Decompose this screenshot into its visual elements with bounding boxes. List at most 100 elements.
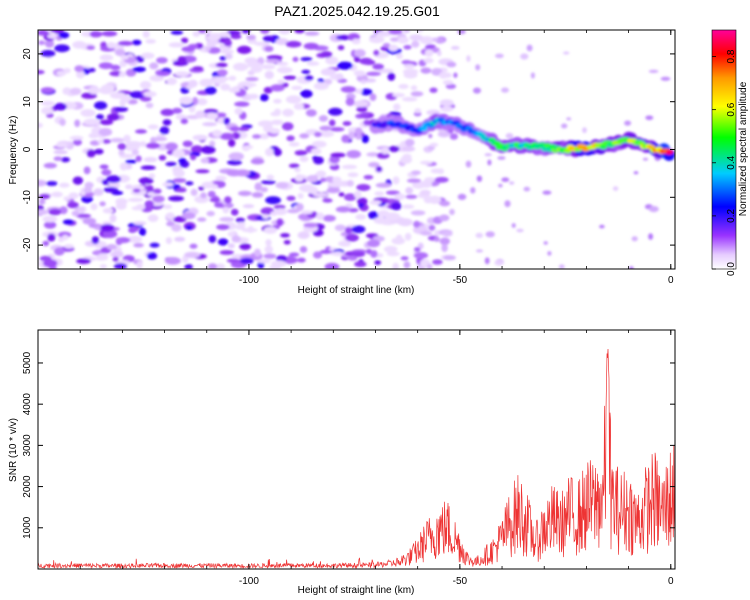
spectrogram-noise-blob [40,87,55,94]
spectrogram-noise-blob [378,68,394,74]
spectrogram-noise-blob [283,240,291,245]
spectrogram-noise-blob [234,107,243,115]
spectrogram-noise-blob [338,192,345,197]
spectrogram-noise-blob [404,232,412,241]
spectrogram-faint-blob [505,133,514,139]
spectrogram-noise-blob [287,208,300,214]
spectrogram-faint-blob [497,156,506,160]
figure-title: PAZ1.2025.042.19.25.G01 [274,3,440,19]
spectrogram-noise-blob [325,56,339,65]
spectrogram-noise-blob [87,67,96,73]
spectrogram-noise-blob [347,172,359,178]
spectrogram-noise-blob [270,111,281,117]
spectrogram-noise-blob [136,260,143,269]
spectrogram-noise-blob [262,35,275,42]
spectrogram-noise-blob [190,145,204,154]
spectrogram-noise-blob [354,49,366,58]
spectrogram-noise-blob [185,181,194,186]
spectrogram-faint-blob [432,37,439,42]
spectrogram-noise-blob [341,164,358,170]
spectrogram-blobs [38,30,675,269]
spectrogram-noise-blob [117,143,127,151]
spectrogram-noise-blob [209,197,221,203]
spectrogram-faint-blob [428,133,433,139]
spectrogram-faint-blob [476,175,483,182]
spectrogram-faint-blob [648,69,659,73]
spectrogram-noise-blob [47,233,56,242]
spectrogram-noise-blob [227,231,236,237]
spectrogram-noise-blob [276,255,288,262]
spectrogram-noise-blob [135,129,147,134]
spectrogram-noise-blob [113,263,128,269]
spectrogram-noise-blob [184,264,193,269]
spectrogram-noise-blob [420,231,433,236]
spectrogram-faint-blob [566,117,572,121]
spectrogram-noise-blob [69,135,84,141]
spectrogram-noise-blob [53,156,63,161]
spectrogram-noise-blob [439,99,454,107]
spectrogram-noise-blob [276,218,284,227]
spectrogram-faint-blob [660,76,671,81]
spectrogram-y-ticks: -20 -10 0 10 20 [22,48,675,252]
spectrogram-noise-blob [280,233,290,238]
spectrogram-noise-blob [293,103,305,110]
spectrogram-noise-blob [101,169,112,176]
spectrogram-faint-blob [466,55,471,62]
spectrogram-noise-blob [99,54,114,61]
spectrogram-noise-blob [366,152,380,157]
spectrogram-noise-blob [356,106,368,113]
spectrogram-noise-blob [260,180,276,185]
spectrogram-noise-blob [86,45,95,50]
spectrogram-faint-blob [547,251,552,256]
spectrogram-noise-blob [203,109,219,114]
spectrogram-noise-blob [411,40,420,48]
spectrogram-noise-blob [317,78,325,83]
spectrogram-noise-blob [89,31,103,38]
spectrogram-noise-blob [141,52,155,59]
spectrogram-noise-blob [41,106,54,115]
spectrogram-noise-blob [276,61,289,66]
spectrogram-noise-blob [220,49,234,55]
spectrogram-noise-blob [197,217,207,222]
spectrogram-noise-blob [69,87,82,96]
spectrogram-noise-blob [138,177,154,185]
spectrogram-noise-blob [38,30,49,36]
spectrogram-noise-blob [384,212,400,221]
spectrogram-noise-blob [239,257,254,265]
spectrogram-noise-blob [195,110,206,119]
spectrogram-noise-blob [219,250,234,255]
spectrogram-noise-blob [95,114,104,120]
spectrogram-noise-blob [190,154,197,161]
spectrogram-noise-blob [328,107,343,116]
spectrogram-noise-blob [160,108,175,116]
spectrogram-noise-blob [332,251,344,257]
spectrogram-noise-blob [345,226,353,234]
spectrogram-noise-blob [98,62,113,70]
spectrogram-noise-blob [156,57,168,64]
spectrogram-noise-blob [281,122,294,131]
spectrogram-noise-blob [227,243,235,249]
spectrogram-noise-blob [300,89,313,98]
spectrogram-noise-blob [252,134,262,139]
spectrogram-noise-blob [386,251,400,257]
spectrogram-noise-blob [99,164,109,170]
spectrogram-noise-blob [237,45,252,55]
spectrogram-noise-blob [156,71,171,76]
spectrogram-noise-blob [220,83,231,91]
spectrogram-noise-blob [359,112,370,117]
spectrogram-noise-blob [434,176,449,183]
spectrogram-noise-blob [228,75,237,81]
spectrogram-noise-blob [153,188,162,194]
spectrogram-noise-blob [335,73,344,80]
spectrogram-noise-blob [103,187,119,193]
y-tick-label: 1000 [22,516,33,539]
spectrogram-noise-blob [360,79,367,84]
spectrogram-noise-blob [233,62,248,71]
spectrogram-noise-blob [166,77,177,86]
spectrogram-noise-blob [420,180,433,188]
snr-panel: -100 -50 0 1000 2000 3000 4000 5000 Height of … [8,329,676,596]
spectrogram-noise-blob [97,139,104,144]
spectrogram-noise-blob [319,131,335,138]
spectrogram-noise-blob [254,41,270,46]
